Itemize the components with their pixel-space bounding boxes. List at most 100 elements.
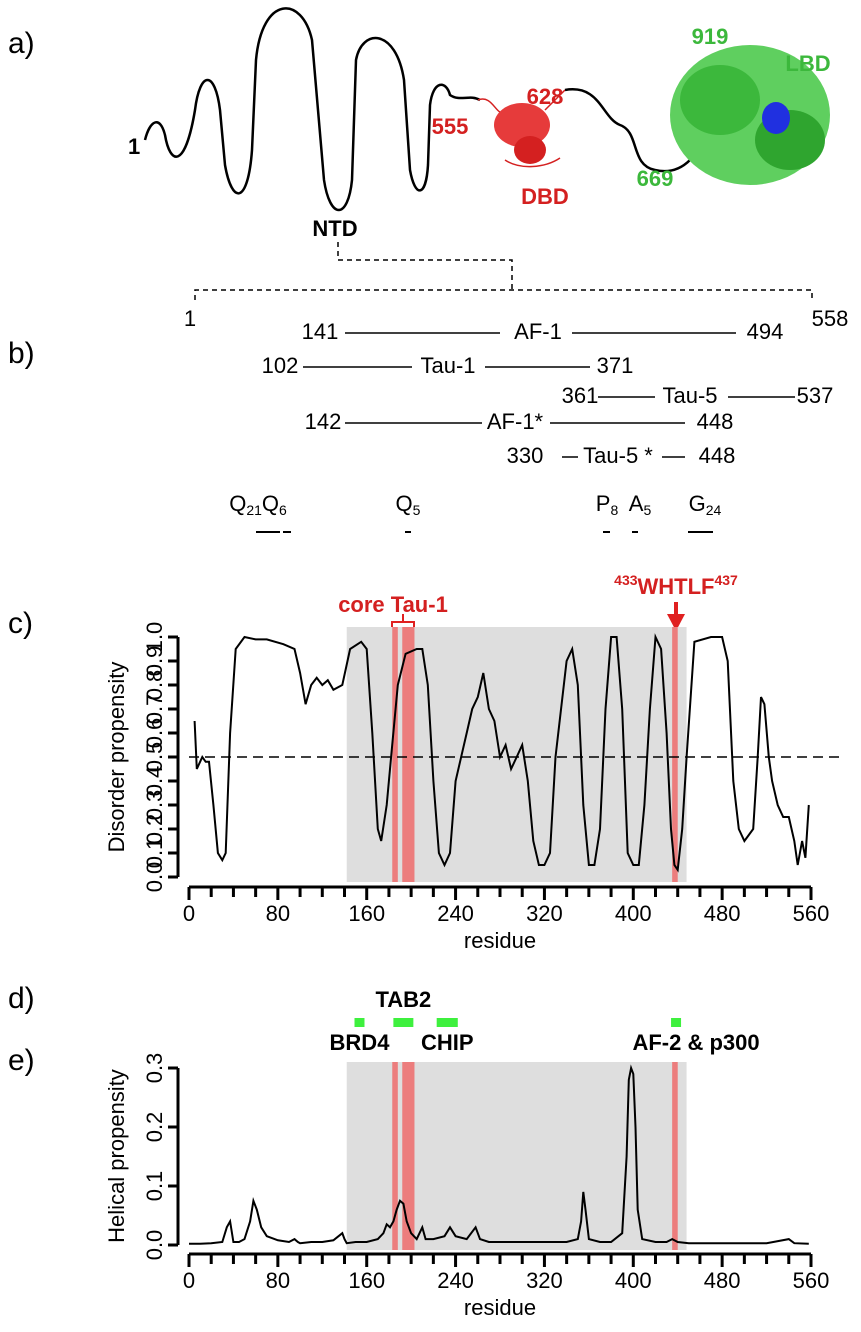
data-line xyxy=(189,1064,809,1245)
y-tick-label: 0.1 xyxy=(142,1171,167,1202)
x-tick-label: 0 xyxy=(183,901,195,926)
binding-label: CHIP xyxy=(421,1030,474,1055)
segment-start: 361 xyxy=(562,383,599,408)
ntd-chain xyxy=(143,7,481,212)
repeat-letter: Q xyxy=(262,491,279,516)
y-tick-label: 0.8 xyxy=(142,670,167,701)
motif-label: 433WHTLF437 xyxy=(614,572,738,599)
x-tick-label: 320 xyxy=(526,1268,563,1293)
x-tick-label: 560 xyxy=(793,901,830,926)
repeat-count: 21 xyxy=(246,502,262,518)
repeat-letter: A xyxy=(629,491,644,516)
highlight-band xyxy=(672,627,678,882)
repeat-count: 24 xyxy=(706,502,722,518)
x-tick-label: 480 xyxy=(704,901,741,926)
binding-region xyxy=(671,1018,682,1027)
y-tick-label: 0.7 xyxy=(142,694,167,725)
y-tick-label: 0.0 xyxy=(142,862,167,893)
panel-label: b) xyxy=(8,337,35,370)
repeat: P8 xyxy=(596,491,619,518)
panel-label: c) xyxy=(8,607,33,640)
repeat-letter: Q xyxy=(229,491,246,516)
segment-end: 448 xyxy=(699,443,736,468)
x-tick-label: 400 xyxy=(615,901,652,926)
motif-end: 437 xyxy=(714,572,738,588)
x-tick-label: 320 xyxy=(526,901,563,926)
x-axis-title: residue xyxy=(464,1295,536,1320)
segment-start: 142 xyxy=(305,409,342,434)
repeat: A5 xyxy=(629,491,652,518)
segment-end: 537 xyxy=(797,383,834,408)
repeat-letter: Q xyxy=(396,491,413,516)
ntd-start: 1 xyxy=(128,134,140,159)
y-tick-label: 0.3 xyxy=(142,1053,167,1084)
dbd-loop xyxy=(504,89,566,168)
dbd-linker xyxy=(477,98,501,113)
lbd-end: 919 xyxy=(692,24,729,49)
highlight-band xyxy=(402,627,415,882)
segment-end: 448 xyxy=(697,409,734,434)
lbd-blob xyxy=(680,65,760,135)
x-tick-label: 240 xyxy=(437,1268,474,1293)
binding-label: AF-2 & p300 xyxy=(632,1030,759,1055)
segments: 141 AF-1 494 102 Tau-1 371 361 Tau-5 537 142 AF-1*… xyxy=(262,319,834,468)
repeat-count: 8 xyxy=(610,502,618,518)
lbd-start: 669 xyxy=(637,166,674,191)
x-tick-label: 80 xyxy=(266,901,290,926)
highlight-band xyxy=(672,1062,678,1250)
x-tick-label: 160 xyxy=(348,901,385,926)
ntd-label: NTD xyxy=(312,216,357,241)
repeat-count: 5 xyxy=(643,502,651,518)
x-axis-title: residue xyxy=(464,928,536,953)
repeat-count: 6 xyxy=(279,502,287,518)
y-tick-label: 0.0 xyxy=(142,1230,167,1261)
segment-start: 141 xyxy=(302,319,339,344)
segment-start: 102 xyxy=(262,353,299,378)
lbd-label: LBD xyxy=(785,51,830,76)
y-tick-label: 0.3 xyxy=(142,790,167,821)
binding-region xyxy=(354,1018,365,1027)
binding-region xyxy=(393,1018,414,1027)
highlight-band xyxy=(392,1062,398,1250)
ligand xyxy=(762,102,790,134)
dbd-end: 628 xyxy=(527,84,564,109)
x-tick-label: 560 xyxy=(793,1268,830,1293)
x-tick-label: 0 xyxy=(183,1268,195,1293)
repeat-letter: P xyxy=(596,491,611,516)
x-tick-label: 480 xyxy=(704,1268,741,1293)
y-tick-label: 0.2 xyxy=(142,814,167,845)
segment-end: 371 xyxy=(597,353,634,378)
dbd-structure xyxy=(477,89,566,168)
range-start: 1 xyxy=(184,306,196,331)
repeat-letter: G xyxy=(689,491,706,516)
repeat: Q21Q6 xyxy=(229,491,287,518)
binding-label: TAB2 xyxy=(375,987,431,1012)
segment-label: Tau-1 xyxy=(420,353,475,378)
data-line xyxy=(193,633,810,873)
binding-region xyxy=(436,1018,458,1027)
motif-start: 433 xyxy=(614,572,638,588)
dbd-label: DBD xyxy=(521,184,569,209)
x-tick-label: 400 xyxy=(615,1268,652,1293)
binding-label: BRD4 xyxy=(330,1030,391,1055)
repeat: G24 xyxy=(689,491,722,518)
segment-label: Tau-5 * xyxy=(583,443,653,468)
motif-arrowhead xyxy=(667,614,685,631)
lbd-structure xyxy=(670,45,830,185)
x-tick-label: 240 xyxy=(437,901,474,926)
dbd-start: 555 xyxy=(432,114,469,139)
x-tick-label: 160 xyxy=(348,1268,385,1293)
y-tick-label: 0.5 xyxy=(142,742,167,773)
y-axis-title: Helical propensity xyxy=(104,1069,129,1243)
panel-label: e) xyxy=(8,1044,35,1077)
y-tick-label: 0.2 xyxy=(142,1112,167,1143)
y-tick-label: 0.6 xyxy=(142,718,167,749)
panel-label: a) xyxy=(8,27,35,60)
segment-start: 330 xyxy=(507,443,544,468)
repeat-count: 5 xyxy=(413,502,421,518)
segment-label: Tau-5 xyxy=(662,383,717,408)
core-label: core Tau-1 xyxy=(338,592,448,617)
core-bracket xyxy=(391,614,415,630)
panel-label: d) xyxy=(8,982,35,1015)
